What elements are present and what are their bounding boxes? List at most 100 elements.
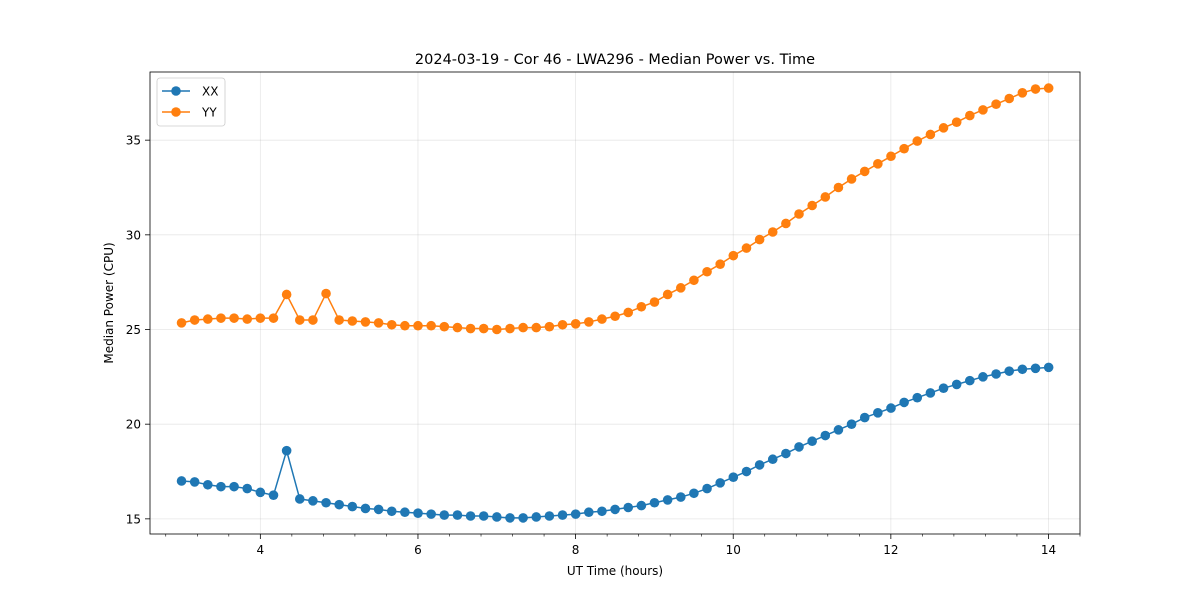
data-point-yy (833, 182, 844, 193)
data-point-xx (978, 372, 988, 382)
data-point-xx (557, 510, 568, 520)
data-point-yy (557, 319, 568, 330)
data-point-xx (386, 506, 397, 517)
legend: XX YY (156, 77, 226, 127)
x-tick-label: 4 (257, 543, 265, 557)
data-point-yy (912, 136, 923, 146)
data-point-xx (859, 412, 870, 423)
data-point-yy (386, 319, 397, 330)
data-point-yy (1030, 84, 1041, 94)
data-point-yy (334, 315, 344, 325)
plot-frame (149, 71, 1081, 535)
data-point-xx (478, 511, 489, 521)
data-point-yy (899, 143, 909, 154)
y-tick-label: 25 (126, 323, 141, 337)
data-point-yy (675, 283, 686, 293)
data-point-yy (649, 297, 660, 307)
data-point-xx (649, 497, 660, 508)
data-point-xx (689, 488, 699, 499)
data-point-xx (426, 509, 436, 519)
data-point-yy (754, 234, 765, 245)
x-tick-label: 10 (726, 543, 741, 557)
data-point-xx (636, 500, 647, 511)
data-point-xx (912, 392, 923, 403)
data-point-yy (728, 250, 739, 261)
data-point-yy (610, 311, 620, 322)
data-point-xx (623, 502, 634, 513)
data-point-xx (360, 503, 371, 514)
data-point-xx (675, 492, 686, 502)
data-point-xx (321, 497, 331, 508)
data-point-xx (268, 490, 279, 500)
data-point-yy (426, 320, 436, 331)
data-point-yy (662, 289, 673, 300)
data-point-yy (584, 317, 594, 327)
data-point-xx (597, 506, 607, 517)
data-point-xx (662, 495, 673, 505)
data-point-yy (255, 313, 266, 323)
data-point-yy (991, 99, 1001, 109)
data-point-yy (623, 307, 634, 318)
data-point-yy (281, 289, 292, 300)
data-point-yy (859, 166, 870, 177)
data-point-yy (938, 123, 949, 133)
data-point-yy (544, 321, 555, 332)
y-tick-label: 15 (126, 512, 141, 526)
x-axis-label: UT Time (hours) (567, 564, 663, 578)
data-point-xx (807, 436, 817, 447)
data-point-xx (189, 477, 200, 487)
data-point-xx (544, 511, 555, 521)
data-point-xx (846, 419, 857, 429)
data-point-xx (242, 483, 253, 494)
data-point-yy (216, 313, 226, 323)
data-point-yy (347, 316, 358, 326)
data-point-yy (570, 319, 581, 329)
data-point-xx (334, 499, 344, 510)
data-point-xx (176, 476, 187, 486)
data-point-xx (465, 511, 476, 521)
data-point-yy (767, 227, 778, 237)
x-tick-label: 14 (1041, 543, 1056, 557)
data-point-yy (978, 105, 988, 115)
grid (150, 72, 1080, 534)
y-axis-label: Median Power (CPU) (102, 242, 116, 363)
data-point-xx (531, 512, 542, 522)
chart-title: 2024-03-19 - Cor 46 - LWA296 - Median Po… (415, 52, 815, 68)
data-point-xx (991, 369, 1001, 379)
legend-marker-xx (171, 86, 181, 96)
data-point-xx (951, 379, 962, 390)
data-point-xx (203, 479, 213, 490)
data-point-yy (189, 315, 200, 325)
data-point-xx (373, 504, 384, 515)
data-point-xx (1017, 364, 1028, 375)
data-point-xx (308, 496, 318, 506)
data-point-yy (702, 266, 712, 277)
data-point-yy (820, 192, 831, 202)
data-point-xx (216, 481, 226, 492)
x-tick-label: 6 (414, 543, 422, 557)
data-point-yy (886, 151, 896, 162)
data-point-yy (689, 275, 699, 286)
data-point-xx (584, 507, 594, 518)
data-point-yy (531, 322, 542, 333)
data-point-yy (176, 318, 187, 328)
data-point-yy (465, 323, 476, 334)
data-point-yy (308, 315, 318, 325)
data-point-yy (741, 243, 752, 253)
data-point-yy (452, 322, 463, 333)
data-point-xx (1043, 362, 1054, 373)
y-tick-label: 35 (126, 134, 141, 148)
data-point-xx (400, 507, 410, 518)
data-point-yy (965, 110, 975, 121)
data-point-xx (570, 509, 581, 519)
data-point-xx (505, 513, 515, 523)
data-point-yy (492, 324, 502, 335)
data-point-xx (1004, 366, 1015, 376)
data-point-yy (321, 288, 331, 299)
data-point-yy (597, 314, 607, 324)
legend-label-xx: XX (202, 85, 218, 99)
data-point-xx (925, 388, 936, 398)
data-point-xx (728, 472, 739, 483)
data-point-yy (1004, 93, 1015, 104)
